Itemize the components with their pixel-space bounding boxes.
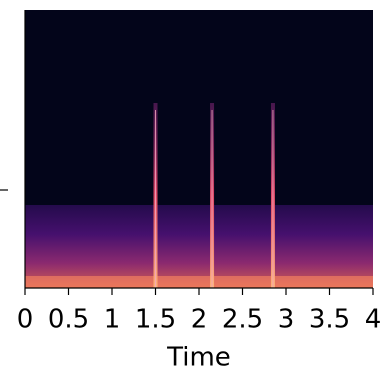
x-tick-label: 1 — [104, 305, 121, 335]
x-tick-label: 0 — [17, 305, 34, 335]
low-band — [25, 276, 373, 288]
x-tick-label: 2 — [191, 305, 208, 335]
x-tick-label: 0.5 — [48, 305, 89, 335]
x-tick-label: 1.5 — [135, 305, 176, 335]
x-tick-label: 3 — [278, 305, 295, 335]
x-tick-label: 3.5 — [309, 305, 350, 335]
x-axis-label: Time — [166, 343, 231, 373]
x-tick-label: 2.5 — [222, 305, 263, 335]
noise-band — [25, 205, 373, 288]
plot — [153, 103, 275, 288]
x-tick-label: 4 — [365, 305, 382, 335]
